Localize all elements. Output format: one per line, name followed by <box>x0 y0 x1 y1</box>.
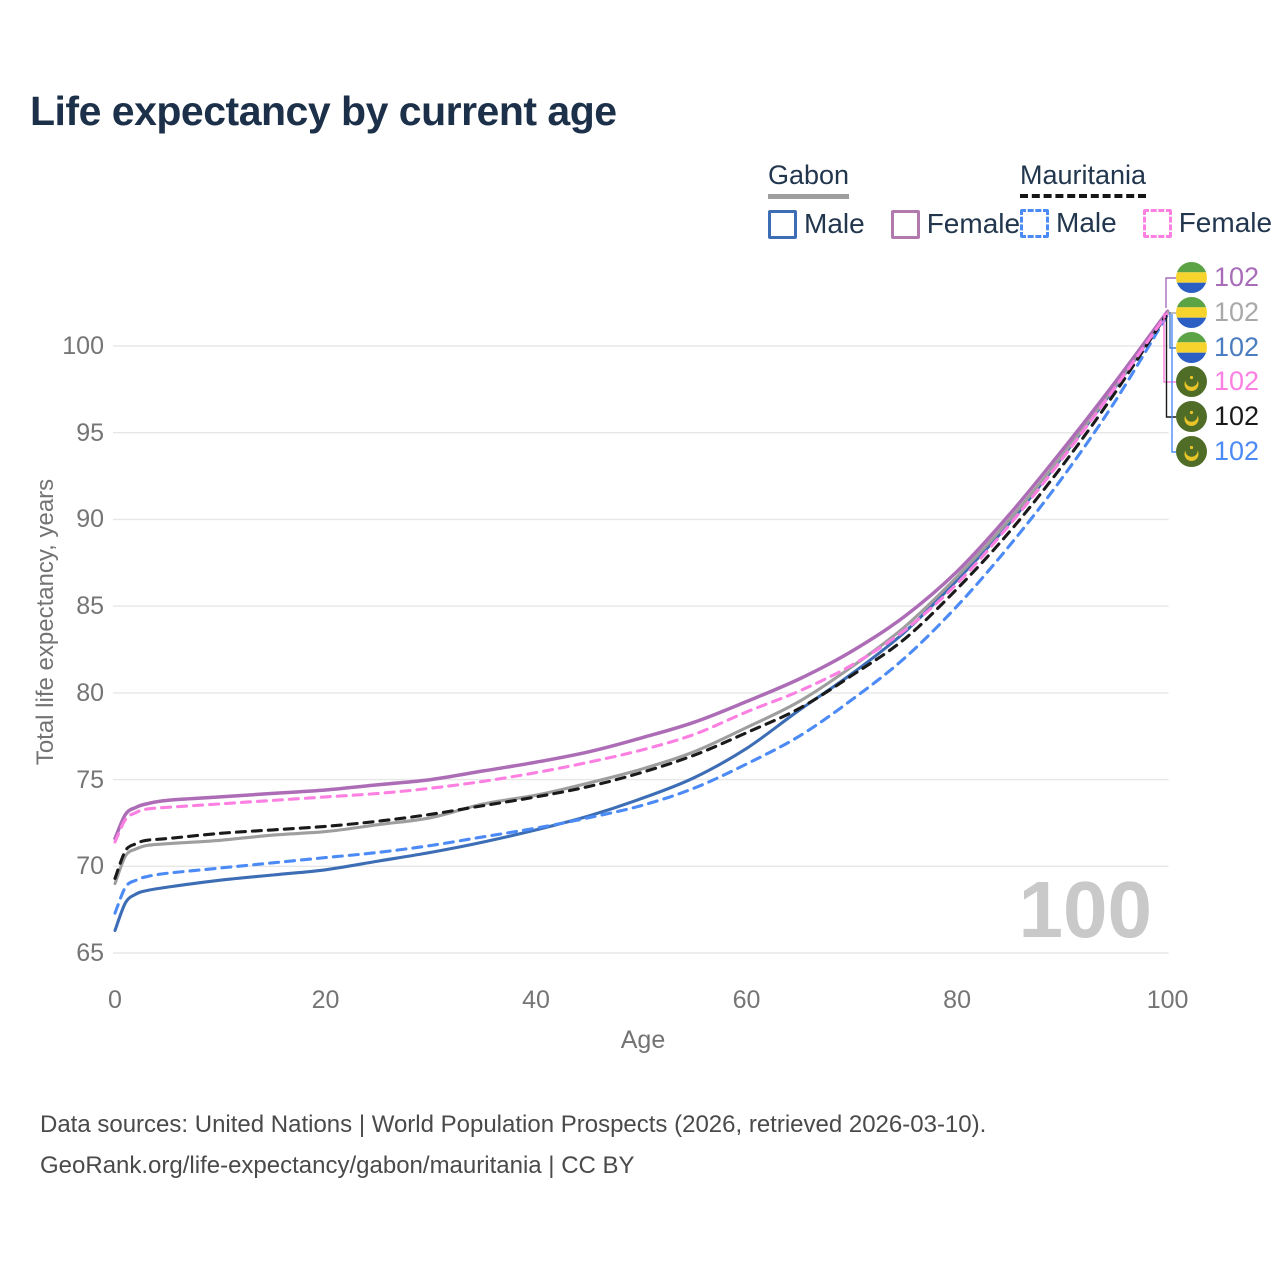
end-label-row-mauritania-5: 102 <box>1176 436 1259 467</box>
y-tick-label-100: 100 <box>62 331 104 360</box>
mauritania-flag-icon <box>1176 436 1207 467</box>
legend-item-gabon-female[interactable]: Female <box>890 208 1021 240</box>
series-line-gabon-female[interactable] <box>113 309 1170 841</box>
series-line-gabon-total[interactable] <box>113 311 1170 886</box>
end-label-row-gabon-2: 102 <box>1176 332 1259 363</box>
end-label-connector <box>1169 312 1176 349</box>
gabon-flag-icon <box>1176 262 1207 293</box>
y-tick-label-95: 95 <box>76 418 104 447</box>
legend-item-label: Male <box>804 208 865 239</box>
end-value-label: 102 <box>1214 401 1260 431</box>
legend-item-label: Male <box>1056 207 1117 238</box>
end-label-row-gabon-1: 102 <box>1176 297 1259 328</box>
x-tick-label-40: 40 <box>522 986 550 1014</box>
y-tick-label-80: 80 <box>76 678 104 707</box>
legend-group-gabon: Gabon Male Female <box>768 160 1020 240</box>
y-tick-label-90: 90 <box>76 505 104 534</box>
mauritania-flag-icon <box>1176 366 1207 397</box>
end-value-label: 102 <box>1214 297 1260 327</box>
series-line-mauritania-male[interactable] <box>113 313 1170 915</box>
legend-item-gabon-male[interactable]: Male <box>768 208 865 240</box>
data-source-footer: Data sources: United Nations | World Pop… <box>40 1104 986 1186</box>
end-label-row-mauritania-4: 102 <box>1176 401 1259 432</box>
legend-item-label: Female <box>1178 207 1273 238</box>
footer-url-line: GeoRank.org/life-expectancy/gabon/maurit… <box>40 1152 635 1179</box>
gabon-female-swatch-icon <box>890 209 920 239</box>
y-tick-label-85: 85 <box>76 592 104 621</box>
end-label-connector <box>1165 277 1176 308</box>
legend-item-mauritania-female[interactable]: Female <box>1142 207 1273 239</box>
y-tick-label-70: 70 <box>76 852 104 881</box>
end-value-label: 102 <box>1214 366 1260 396</box>
footer-sources-line: Data sources: United Nations | World Pop… <box>40 1111 987 1138</box>
mauritania-line-style-sample <box>1020 194 1147 198</box>
x-axis-title: Age <box>620 1026 666 1054</box>
end-label-connector <box>1165 315 1176 418</box>
x-tick-label-80: 80 <box>943 986 971 1014</box>
end-value-label: 102 <box>1214 332 1260 362</box>
page-title: Life expectancy by current age <box>30 88 617 134</box>
end-label-row-gabon-0: 102 <box>1176 262 1259 293</box>
y-tick-label-65: 65 <box>76 939 104 967</box>
gabon-flag-icon <box>1176 297 1207 328</box>
age-watermark: 100 <box>1018 865 1152 954</box>
end-value-label: 102 <box>1214 436 1260 466</box>
gabon-male-swatch-icon <box>768 209 797 239</box>
end-label-connector <box>1171 314 1176 453</box>
legend-group-mauritania: Mauritania Male Female <box>1020 160 1272 239</box>
x-tick-label-60: 60 <box>732 986 761 1014</box>
series-line-gabon-male[interactable] <box>113 311 1170 933</box>
mauritania-male-swatch-icon <box>1020 208 1049 238</box>
series-line-mauritania-total[interactable] <box>113 311 1170 880</box>
legend-group-title-mauritania: Mauritania <box>1020 160 1147 190</box>
legend-item-mauritania-male[interactable]: Male <box>1020 207 1117 239</box>
x-tick-label-100: 100 <box>1146 986 1189 1014</box>
legend-item-label: Female <box>926 208 1021 239</box>
end-label-connector <box>1167 311 1176 314</box>
y-tick-label-75: 75 <box>76 765 104 794</box>
gabon-flag-icon <box>1176 332 1207 363</box>
gabon-line-style-sample <box>768 194 850 199</box>
series-line-mauritania-female[interactable] <box>113 311 1170 844</box>
x-tick-label-20: 20 <box>311 986 340 1014</box>
mauritania-female-swatch-icon <box>1142 208 1172 238</box>
end-value-label: 102 <box>1214 262 1260 292</box>
x-tick-label-0: 0 <box>108 986 122 1014</box>
legend-group-title-gabon: Gabon <box>768 160 850 190</box>
end-label-row-mauritania-3: 102 <box>1176 366 1259 397</box>
mauritania-flag-icon <box>1176 401 1207 432</box>
